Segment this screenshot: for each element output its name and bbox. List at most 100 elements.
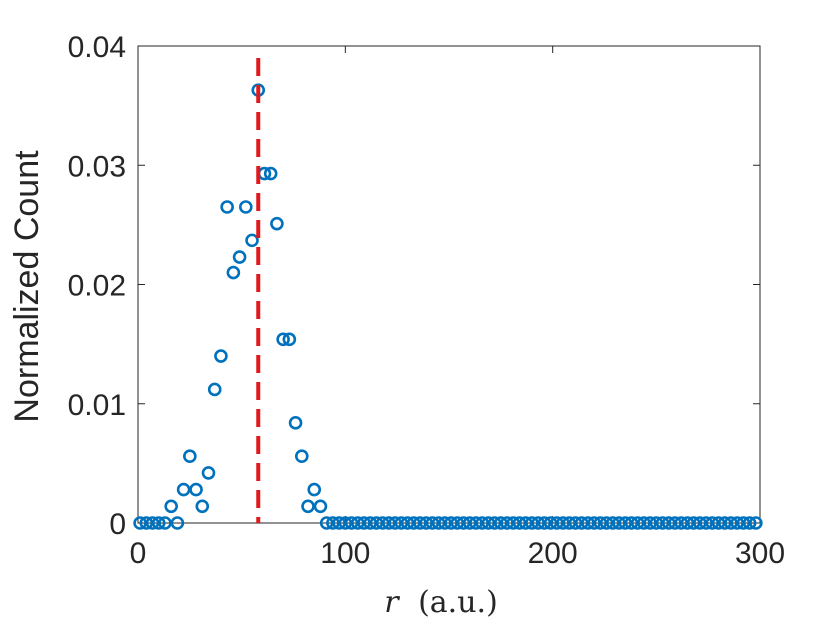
data-point bbox=[487, 516, 502, 530]
x-tick-label: 0 bbox=[130, 537, 147, 570]
data-point bbox=[332, 516, 346, 530]
data-point bbox=[599, 516, 614, 530]
data-point bbox=[724, 516, 738, 530]
data-point bbox=[326, 516, 340, 530]
data-point bbox=[562, 516, 577, 530]
data-point bbox=[587, 516, 601, 530]
axis-tick-labels: 0 100 200 300 0 0.01 0.02 0.03 0.04 bbox=[68, 31, 785, 570]
data-point bbox=[556, 516, 570, 530]
data-point bbox=[618, 516, 633, 530]
data-point bbox=[624, 516, 639, 530]
data-point bbox=[643, 516, 657, 530]
data-point bbox=[388, 516, 402, 530]
data-point bbox=[450, 516, 465, 530]
data-point bbox=[506, 516, 521, 530]
data-point bbox=[189, 482, 203, 497]
data-point bbox=[350, 516, 365, 530]
data-point bbox=[742, 516, 757, 530]
data-point bbox=[145, 516, 160, 530]
data-point bbox=[730, 516, 744, 530]
data-point bbox=[151, 516, 166, 530]
data-point bbox=[413, 516, 427, 530]
data-point bbox=[139, 516, 154, 530]
data-point bbox=[207, 382, 222, 397]
data-point bbox=[164, 499, 178, 514]
axes-box bbox=[137, 45, 761, 524]
data-point bbox=[375, 516, 390, 530]
y-axis-label: Normalized Count bbox=[8, 150, 46, 423]
data-point bbox=[344, 516, 359, 530]
data-point bbox=[699, 516, 713, 530]
data-point bbox=[680, 516, 695, 530]
data-point bbox=[512, 516, 527, 530]
data-point bbox=[462, 516, 477, 530]
y-tick-label: 0.02 bbox=[68, 270, 126, 303]
data-point bbox=[655, 516, 670, 530]
data-point bbox=[431, 516, 446, 530]
data-point bbox=[319, 516, 334, 530]
data-point bbox=[525, 516, 539, 530]
data-point bbox=[357, 516, 371, 530]
data-point bbox=[195, 499, 210, 514]
data-point bbox=[693, 516, 707, 530]
data-point bbox=[568, 516, 583, 530]
data-point bbox=[226, 265, 241, 280]
data-point bbox=[705, 516, 720, 530]
data-point bbox=[183, 449, 197, 464]
data-point bbox=[201, 466, 216, 480]
x-axis-label-unit: (a.u.) bbox=[418, 585, 498, 620]
data-point bbox=[543, 516, 558, 530]
data-point bbox=[170, 516, 185, 530]
data-point bbox=[668, 516, 682, 530]
plot-area: 0 100 200 300 0 0.01 0.02 0.03 0.04 bbox=[68, 31, 785, 570]
data-point bbox=[717, 516, 732, 530]
data-point bbox=[456, 516, 471, 530]
data-point bbox=[581, 516, 595, 530]
data-point bbox=[469, 516, 483, 530]
data-point bbox=[288, 416, 303, 430]
data-point bbox=[282, 332, 297, 347]
axis-ticks bbox=[137, 45, 761, 524]
data-point bbox=[537, 516, 552, 530]
data-point bbox=[518, 516, 533, 530]
data-point bbox=[338, 516, 353, 530]
data-point bbox=[220, 200, 234, 214]
data-point bbox=[661, 516, 676, 530]
data-point bbox=[475, 516, 489, 530]
data-point bbox=[307, 482, 322, 497]
x-axis-label-variable: r bbox=[384, 585, 400, 620]
data-point bbox=[500, 516, 514, 530]
data-point bbox=[294, 449, 309, 464]
data-point bbox=[176, 482, 191, 497]
data-point bbox=[270, 216, 284, 231]
data-point bbox=[605, 516, 620, 530]
data-point bbox=[276, 332, 290, 347]
y-tick-label: 0.03 bbox=[68, 150, 126, 183]
data-point bbox=[438, 516, 452, 530]
x-tick-label: 100 bbox=[320, 537, 370, 570]
data-point bbox=[550, 516, 564, 530]
data-point bbox=[245, 233, 259, 248]
data-point bbox=[419, 516, 433, 530]
y-tick-label: 0.04 bbox=[68, 31, 126, 64]
data-point bbox=[239, 200, 253, 214]
data-point bbox=[637, 516, 651, 530]
data-point bbox=[531, 516, 545, 530]
data-point bbox=[674, 516, 689, 530]
data-point bbox=[313, 499, 328, 514]
data-point bbox=[133, 516, 147, 530]
data-point bbox=[369, 516, 384, 530]
data-point bbox=[406, 516, 421, 530]
data-point bbox=[481, 516, 496, 530]
data-point bbox=[494, 516, 508, 530]
x-tick-label: 300 bbox=[735, 537, 785, 570]
data-point bbox=[711, 516, 726, 530]
data-point bbox=[574, 516, 589, 530]
data-markers bbox=[133, 83, 763, 530]
data-point bbox=[736, 516, 751, 530]
data-point bbox=[749, 516, 763, 530]
data-point bbox=[425, 516, 440, 530]
data-point bbox=[686, 516, 701, 530]
data-point bbox=[630, 516, 645, 530]
